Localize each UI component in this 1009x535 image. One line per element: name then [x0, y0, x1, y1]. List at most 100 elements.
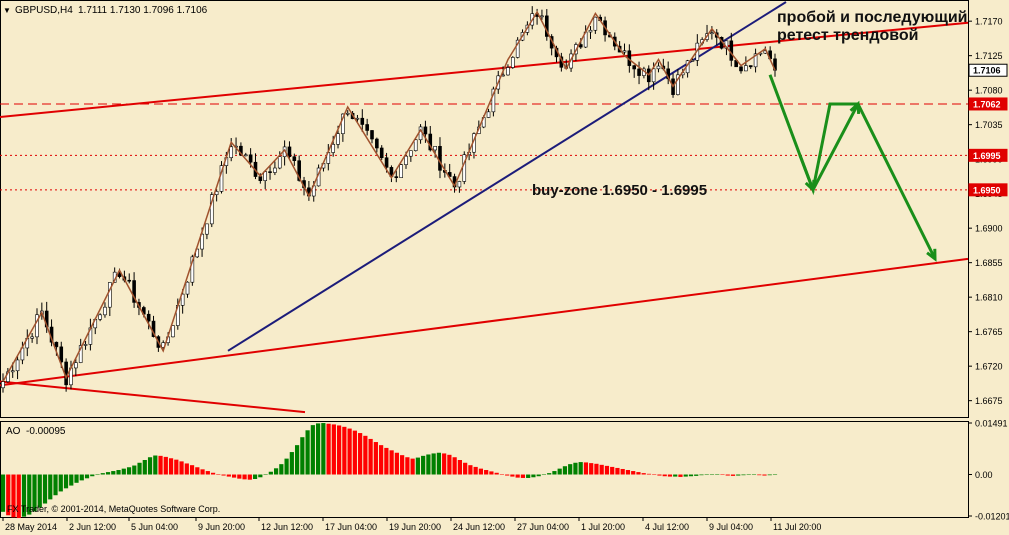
ao-bar	[547, 473, 552, 475]
ao-bar	[184, 463, 189, 475]
channel-lower-line[interactable]	[0, 257, 969, 387]
short-red-line[interactable]	[0, 380, 306, 414]
price-tick-label: 1.7080	[975, 86, 1003, 96]
ao-bar	[405, 457, 410, 475]
channel-upper-line[interactable]	[0, 21, 969, 118]
candle-body	[355, 117, 360, 120]
candle-body	[127, 279, 132, 282]
candle-body	[637, 68, 641, 76]
ao-bar	[694, 474, 699, 476]
candle-body	[205, 223, 209, 235]
ao-indicator-value: -0.00095	[26, 426, 66, 437]
ao-bar	[447, 454, 452, 475]
candle-body	[744, 65, 748, 72]
time-tick-label: 28 May 2014	[5, 522, 57, 532]
ao-bar	[363, 435, 368, 475]
ao-bar	[289, 452, 294, 475]
candle-body	[229, 146, 234, 158]
ao-bar	[310, 425, 315, 475]
ao-bar	[394, 452, 399, 475]
candle-body	[656, 65, 661, 70]
price-tick-label: 1.6855	[975, 258, 1003, 268]
candle-body	[15, 359, 20, 372]
ao-bar	[715, 474, 720, 475]
candle-body	[710, 32, 714, 35]
time-tick-label: 9 Jul 04:00	[709, 522, 753, 532]
candle-body	[365, 124, 369, 131]
ao-bar	[604, 465, 610, 475]
ao-bar	[84, 474, 90, 479]
ao-bar	[662, 474, 667, 477]
ao-tick-label: -0.01201	[975, 512, 1009, 522]
ao-bar	[568, 464, 573, 475]
candle-body	[331, 144, 335, 153]
candle-body	[103, 306, 107, 316]
price-label-text: 1.7062	[973, 99, 1001, 109]
ao-bar	[331, 424, 336, 475]
ao-bar	[688, 474, 694, 477]
candle-body	[379, 147, 384, 159]
ao-bar	[69, 474, 74, 486]
ao-bar	[520, 474, 526, 478]
ao-bar	[772, 474, 778, 476]
ao-bar	[709, 474, 715, 476]
candle-body	[292, 156, 297, 161]
ao-bar	[620, 468, 625, 475]
ao-bar	[494, 472, 499, 475]
ao-bar	[316, 423, 321, 475]
ao-bar	[379, 445, 384, 475]
ao-bar	[163, 456, 168, 475]
candle-body	[578, 44, 583, 48]
candle-body	[59, 346, 64, 363]
candle-body	[491, 88, 496, 113]
candle-body	[258, 176, 263, 181]
ao-bar	[147, 457, 153, 475]
ao-bar	[58, 474, 63, 492]
ao-bar	[326, 423, 331, 475]
ao-bar	[526, 474, 531, 478]
ao-bar	[142, 459, 147, 475]
ao-bar	[352, 430, 357, 475]
ao-bar	[720, 474, 725, 476]
candle-body	[593, 16, 598, 31]
time-tick-label: 24 Jun 12:00	[453, 522, 505, 532]
ao-bar	[552, 471, 557, 475]
time-tick-label: 4 Jul 12:00	[645, 522, 689, 532]
candle-body	[180, 293, 185, 306]
forecast-arrowhead-target	[926, 248, 937, 262]
ao-bar	[463, 462, 468, 475]
ao-bar	[189, 465, 195, 475]
candle-body	[370, 130, 374, 140]
ao-bar	[442, 453, 447, 475]
ao-bar	[210, 472, 216, 475]
ao-bar	[505, 474, 510, 476]
forecast-arrowhead-down	[804, 179, 816, 194]
indicator-panel[interactable]	[0, 421, 969, 518]
ao-bar	[699, 474, 704, 476]
candle-body	[457, 181, 462, 188]
ao-bar	[111, 471, 116, 475]
time-tick-label: 27 Jun 04:00	[517, 522, 569, 532]
price-label-box	[968, 148, 1008, 162]
candle-body	[268, 171, 272, 173]
price-panel[interactable]	[0, 0, 969, 418]
ao-bar	[268, 471, 273, 475]
ao-bar	[478, 468, 484, 475]
ao-bar	[431, 453, 436, 475]
candle-body	[1, 381, 5, 389]
menu-arrow-icon[interactable]: ▼	[3, 6, 11, 15]
zigzag-line[interactable]	[2, 10, 776, 382]
ao-tick-label: 0.00	[975, 470, 993, 480]
candle-body	[676, 74, 680, 95]
ao-bar	[252, 474, 258, 480]
time-tick-label: 5 Jun 04:00	[131, 522, 178, 532]
ao-bar	[741, 474, 746, 476]
ao-bar	[242, 474, 247, 480]
ao-bar	[751, 474, 757, 476]
ao-bar	[426, 454, 431, 475]
candle-body	[171, 325, 175, 338]
ao-bar	[116, 470, 121, 475]
price-label-text: 1.7106	[973, 66, 1001, 76]
ao-bar	[300, 437, 305, 475]
